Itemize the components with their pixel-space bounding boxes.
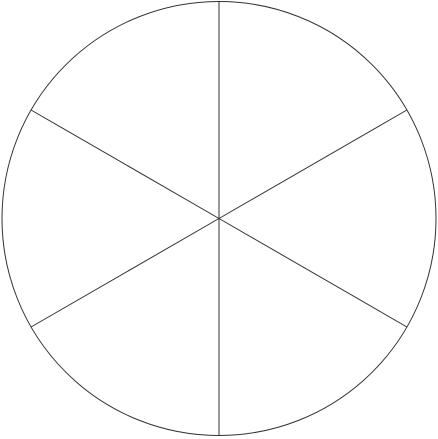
sector-divider-line-3: [218, 218, 408, 328]
sector-divider-line-5: [30, 218, 220, 328]
sector-divider-line-6: [30, 109, 220, 219]
sector-dividers: [30, 1, 408, 436]
sector-divider-line-2: [218, 109, 408, 219]
